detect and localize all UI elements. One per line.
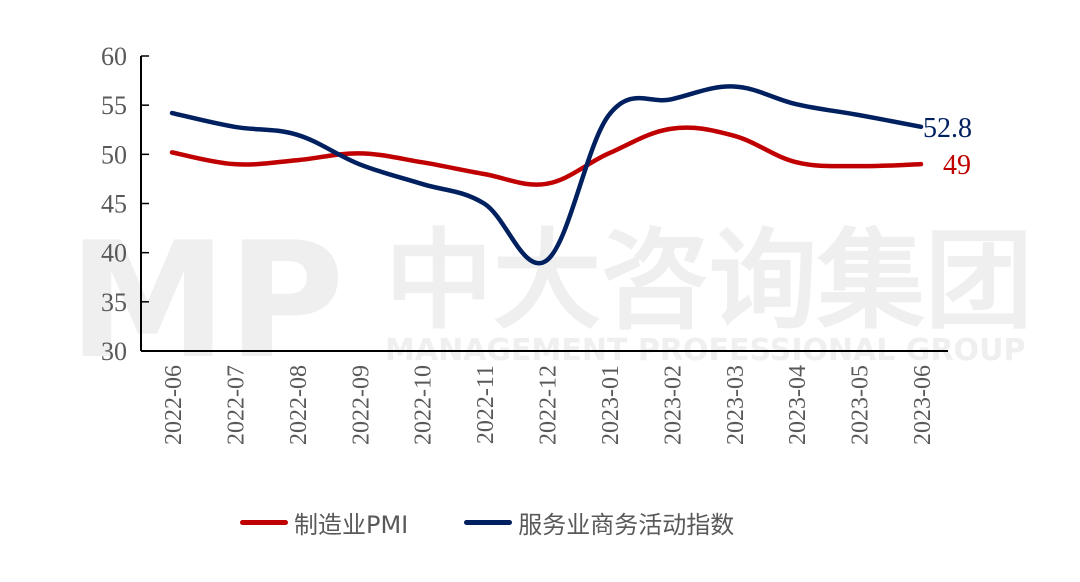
watermark-logo: MP: [68, 207, 344, 394]
watermark: MP 中大咨询集团 MANAGEMENT PROFESSIONAL GROUP: [68, 207, 1033, 394]
x-tick-label: 2022-12: [536, 365, 562, 445]
legend-label: 服务业商务活动指数: [518, 511, 735, 539]
y-tick-label: 40: [101, 239, 127, 268]
series-lines: [169, 84, 924, 266]
legend-swatch-navy: [464, 520, 513, 525]
legend-swatch-red: [240, 520, 288, 525]
y-tick-label: 35: [101, 288, 127, 317]
x-tick-label: 2022-10: [411, 365, 437, 445]
legend-item-manufacturing-pmi: 制造业PMI: [240, 505, 408, 540]
x-tick-label: 2022-07: [223, 365, 249, 445]
x-tick-label: 2023-01: [598, 365, 624, 445]
x-tick-label: 2022-08: [286, 365, 312, 445]
y-tick-label: 30: [101, 337, 127, 366]
y-tick-label: 60: [101, 42, 127, 71]
legend-item-services-activity: 服务业商务活动指数: [464, 505, 734, 540]
watermark-cn: 中大咨询集团: [385, 219, 1033, 344]
y-tick-label: 45: [101, 190, 127, 219]
x-tick-label: 2022-11: [473, 365, 499, 444]
x-tick-label: 2022-06: [161, 365, 187, 445]
x-tick-label: 2023-02: [660, 365, 686, 445]
x-tick-label: 2023-05: [848, 365, 874, 445]
line-chart: MP 中大咨询集团 MANAGEMENT PROFESSIONAL GROUP …: [68, 42, 1033, 445]
y-tick-label: 55: [101, 91, 127, 120]
x-tick-label: 2023-06: [910, 365, 936, 445]
x-tick-label: 2023-03: [723, 365, 749, 445]
end-value-label: 49: [943, 150, 971, 181]
x-tick-label: 2022-09: [348, 365, 374, 445]
axes: 30 35 40 45 50 55 60 2022-06 2022-07 2022-08 2022-…: [101, 42, 948, 445]
end-value-label: 52.8: [923, 113, 972, 144]
x-tick-label: 2023-04: [785, 365, 811, 445]
legend: 制造业PMI 服务业商务活动指数: [240, 505, 790, 540]
legend-label: 制造业PMI: [294, 511, 409, 539]
y-tick-label: 50: [101, 140, 127, 169]
manufacturing-pmi-line: [169, 125, 924, 187]
services-activity-line: [169, 84, 924, 266]
end-labels: 49 52.8: [923, 113, 972, 181]
